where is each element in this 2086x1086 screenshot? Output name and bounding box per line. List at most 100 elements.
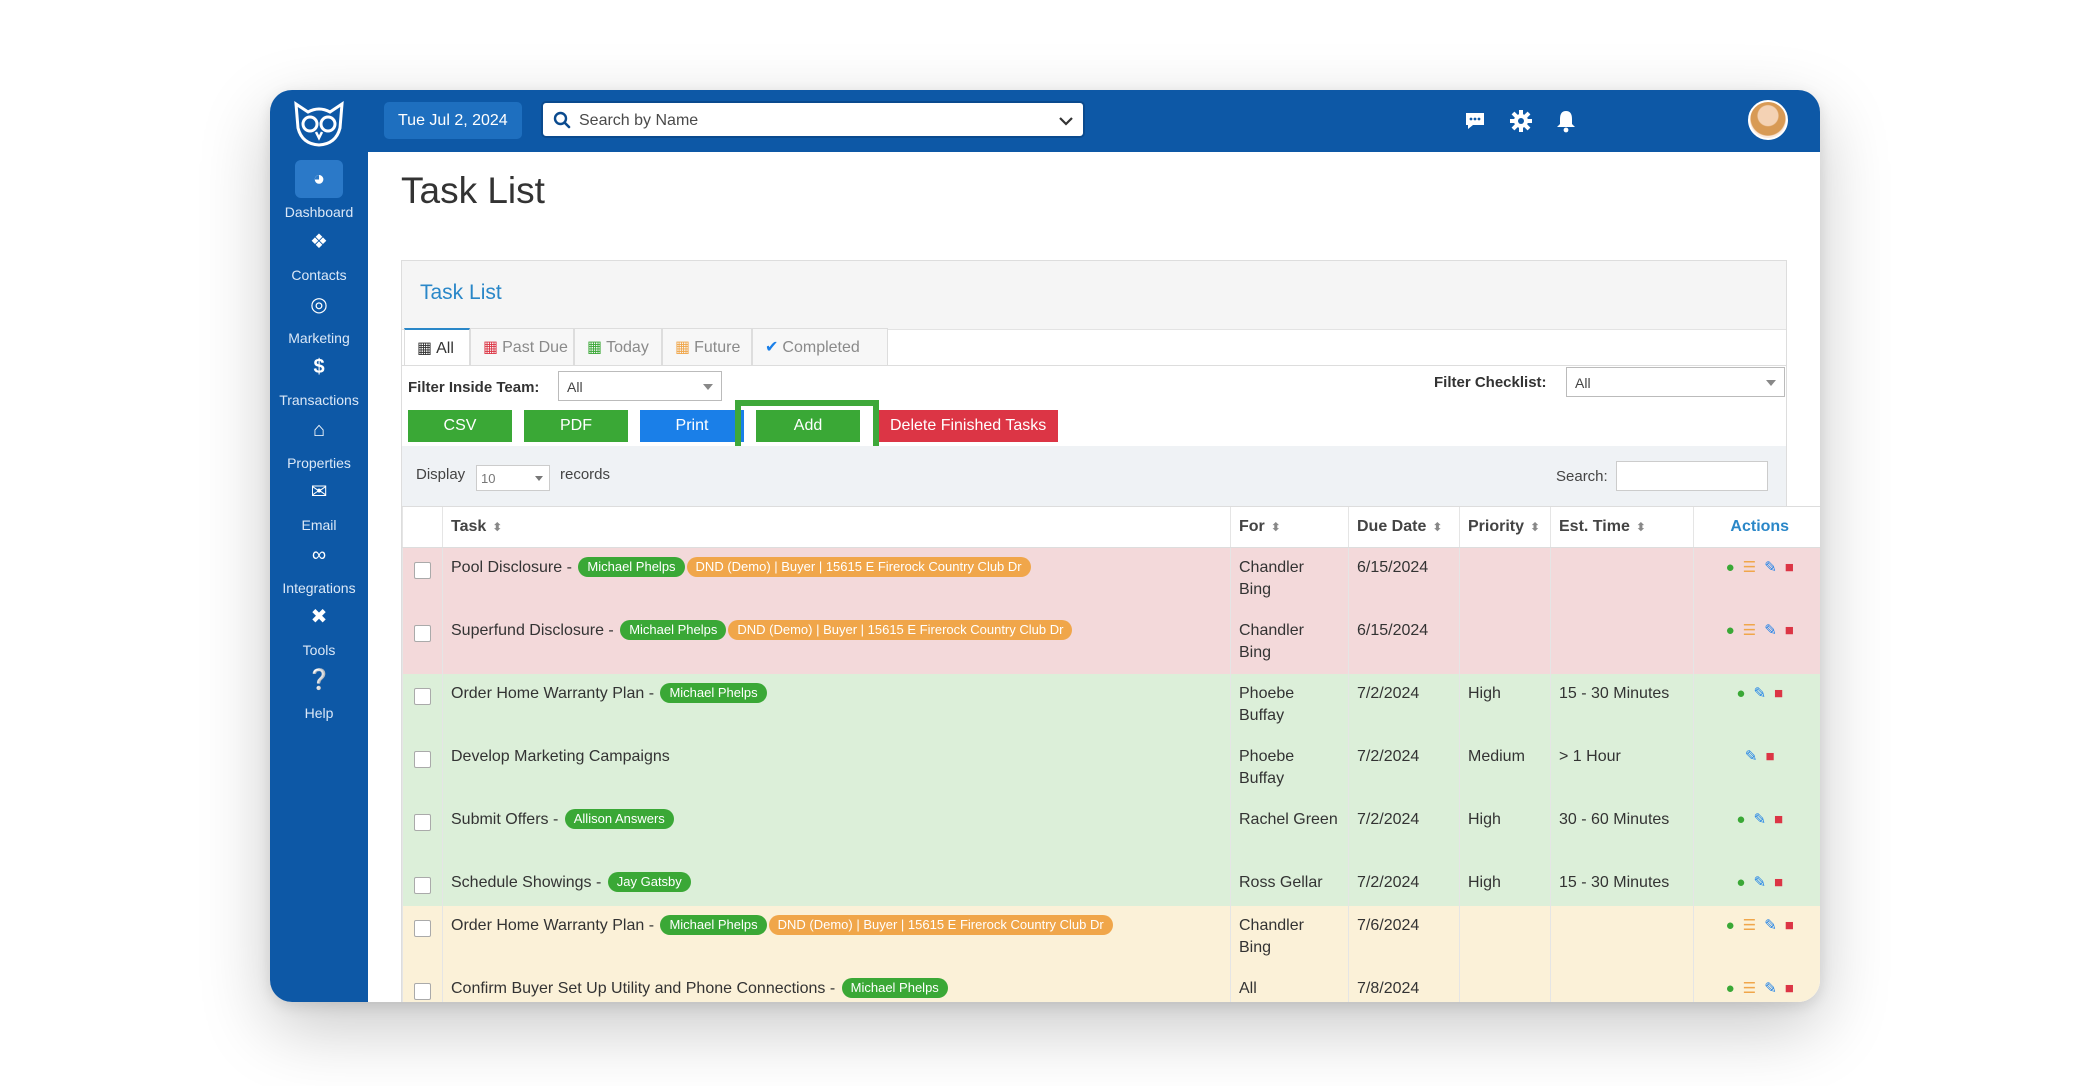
assign-user-icon[interactable]: ● bbox=[1725, 916, 1735, 934]
task-name[interactable]: Schedule Showings - bbox=[451, 873, 602, 891]
row-checkbox[interactable] bbox=[414, 750, 431, 768]
checklist-icon[interactable]: ☰ bbox=[1742, 979, 1757, 997]
task-panel: Task List ▦ All ▦ Past Due ▦ Today ▦ Future … bbox=[401, 260, 1820, 1002]
row-actions: ● ✎ ■ bbox=[1693, 673, 1820, 737]
task-name[interactable]: Order Home Warranty Plan - bbox=[451, 916, 655, 934]
row-actions: ● ☰ ✎ ■ bbox=[1693, 968, 1820, 1002]
page-title: Task List bbox=[401, 170, 545, 211]
assign-user-icon[interactable]: ● bbox=[1725, 559, 1735, 576]
agent-badge[interactable]: Jay Gatsby bbox=[607, 871, 691, 892]
edit-pencil-icon[interactable]: ✎ bbox=[1753, 810, 1767, 828]
trash-icon[interactable]: ■ bbox=[1774, 873, 1784, 891]
dashboard-icon: ◕ bbox=[295, 160, 343, 198]
chevron-down-icon[interactable] bbox=[1057, 112, 1075, 130]
tab-today[interactable]: ▦ Today bbox=[574, 328, 662, 365]
trash-icon[interactable]: ■ bbox=[1774, 684, 1784, 702]
trash-icon[interactable]: ■ bbox=[1784, 559, 1794, 576]
edit-pencil-icon[interactable]: ✎ bbox=[1764, 621, 1777, 639]
trash-icon[interactable]: ■ bbox=[1765, 747, 1775, 765]
edit-pencil-icon[interactable]: ✎ bbox=[1744, 747, 1758, 765]
avatar[interactable] bbox=[1748, 100, 1788, 140]
assign-user-icon[interactable]: ● bbox=[1736, 810, 1746, 828]
column-task[interactable]: Task ⬍ bbox=[442, 506, 1231, 548]
trash-icon[interactable]: ■ bbox=[1784, 979, 1794, 997]
task-est-time: 15 - 30 Minutes bbox=[1550, 862, 1694, 906]
tab-label: Past Due bbox=[502, 339, 568, 356]
chat-icon[interactable] bbox=[1462, 108, 1488, 134]
sidebar-item-marketing[interactable]: ◎ Marketing bbox=[270, 286, 368, 358]
column-priority[interactable]: Priority ⬍ bbox=[1459, 506, 1551, 548]
checklist-icon[interactable]: ☰ bbox=[1742, 559, 1757, 576]
filter-team-select[interactable]: All bbox=[558, 371, 722, 401]
edit-pencil-icon[interactable]: ✎ bbox=[1764, 979, 1777, 997]
trash-icon[interactable]: ■ bbox=[1784, 621, 1794, 639]
transaction-badge[interactable]: DND (Demo) | Buyer | 15615 E Firerock Co… bbox=[768, 914, 1113, 935]
edit-pencil-icon[interactable]: ✎ bbox=[1764, 916, 1777, 934]
sidebar-item-help[interactable]: ❔ Help bbox=[270, 661, 368, 733]
sidebar-item-properties[interactable]: ⌂ Properties bbox=[270, 411, 368, 483]
task-name[interactable]: Confirm Buyer Set Up Utility and Phone C… bbox=[451, 979, 836, 997]
row-checkbox[interactable] bbox=[414, 624, 431, 642]
assign-user-icon[interactable]: ● bbox=[1725, 979, 1735, 997]
sidebar-item-tools[interactable]: ✖ Tools bbox=[270, 598, 368, 670]
tab-completed[interactable]: ✔ Completed bbox=[752, 328, 888, 365]
display-count-select[interactable]: 10 bbox=[476, 465, 550, 491]
assign-user-icon[interactable]: ● bbox=[1736, 873, 1746, 891]
agent-badge[interactable]: Michael Phelps bbox=[620, 619, 727, 640]
table-row: Confirm Buyer Set Up Utility and Phone C… bbox=[402, 968, 1820, 1002]
sidebar-item-integrations[interactable]: ∞ Integrations bbox=[270, 536, 368, 608]
transaction-badge[interactable]: DND (Demo) | Buyer | 15615 E Firerock Co… bbox=[686, 557, 1031, 577]
edit-pencil-icon[interactable]: ✎ bbox=[1753, 684, 1767, 702]
row-checkbox[interactable] bbox=[414, 562, 431, 579]
assign-user-icon[interactable]: ● bbox=[1736, 684, 1746, 702]
row-checkbox[interactable] bbox=[414, 687, 431, 705]
search-input[interactable] bbox=[577, 107, 1041, 135]
tab-all[interactable]: ▦ All bbox=[404, 328, 470, 365]
add-button[interactable]: Add bbox=[756, 410, 860, 442]
task-name[interactable]: Develop Marketing Campaigns bbox=[451, 747, 670, 765]
agent-badge[interactable]: Michael Phelps bbox=[578, 557, 685, 577]
print-button[interactable]: Print bbox=[640, 410, 744, 442]
filter-checklist-select[interactable]: All bbox=[1566, 367, 1785, 397]
column-for[interactable]: For ⬍ bbox=[1230, 506, 1349, 548]
delete-finished-button[interactable]: Delete Finished Tasks bbox=[878, 410, 1059, 442]
agent-badge[interactable]: Michael Phelps bbox=[660, 682, 767, 703]
bell-icon[interactable] bbox=[1553, 108, 1579, 134]
tab-past-due[interactable]: ▦ Past Due bbox=[470, 328, 574, 365]
edit-pencil-icon[interactable]: ✎ bbox=[1764, 559, 1777, 576]
sidebar-item-transactions[interactable]: $ Transactions bbox=[270, 348, 368, 420]
agent-badge[interactable]: Michael Phelps bbox=[841, 977, 948, 998]
task-name[interactable]: Superfund Disclosure - bbox=[451, 621, 614, 639]
row-checkbox[interactable] bbox=[414, 982, 431, 1000]
table-search-input[interactable] bbox=[1616, 461, 1768, 491]
row-checkbox[interactable] bbox=[414, 813, 431, 831]
row-checkbox[interactable] bbox=[414, 919, 431, 937]
gear-icon[interactable] bbox=[1508, 108, 1534, 134]
sidebar-item-email[interactable]: ✉ Email bbox=[270, 473, 368, 545]
column-est-time[interactable]: Est. Time ⬍ bbox=[1550, 506, 1694, 548]
sidebar-item-label: Transactions bbox=[279, 392, 359, 408]
edit-pencil-icon[interactable]: ✎ bbox=[1753, 873, 1767, 891]
checklist-icon[interactable]: ☰ bbox=[1742, 916, 1757, 934]
row-checkbox[interactable] bbox=[414, 876, 431, 894]
transaction-badge[interactable]: DND (Demo) | Buyer | 15615 E Firerock Co… bbox=[728, 619, 1073, 640]
task-name[interactable]: Order Home Warranty Plan - bbox=[451, 684, 655, 702]
date-button[interactable]: Tue Jul 2, 2024 bbox=[384, 102, 522, 139]
name-search[interactable] bbox=[541, 101, 1085, 138]
task-name[interactable]: Pool Disclosure - bbox=[451, 559, 572, 576]
agent-badge[interactable]: Michael Phelps bbox=[660, 914, 767, 935]
trash-icon[interactable]: ■ bbox=[1774, 810, 1784, 828]
assign-user-icon[interactable]: ● bbox=[1725, 621, 1735, 639]
column-due-date[interactable]: Due Date ⬍ bbox=[1348, 506, 1460, 548]
agent-badge[interactable]: Allison Answers bbox=[564, 808, 674, 829]
owl-logo[interactable] bbox=[290, 98, 348, 148]
pdf-button[interactable]: PDF bbox=[524, 410, 628, 442]
trash-icon[interactable]: ■ bbox=[1784, 916, 1794, 934]
sidebar-item-dashboard[interactable]: ◕ Dashboard bbox=[270, 160, 368, 232]
sidebar-item-contacts[interactable]: ❖ Contacts bbox=[270, 223, 368, 295]
checklist-icon[interactable]: ☰ bbox=[1742, 621, 1757, 639]
tab-label: All bbox=[436, 340, 454, 357]
csv-button[interactable]: CSV bbox=[408, 410, 512, 442]
tab-future[interactable]: ▦ Future bbox=[662, 328, 752, 365]
task-name[interactable]: Submit Offers - bbox=[451, 810, 559, 828]
